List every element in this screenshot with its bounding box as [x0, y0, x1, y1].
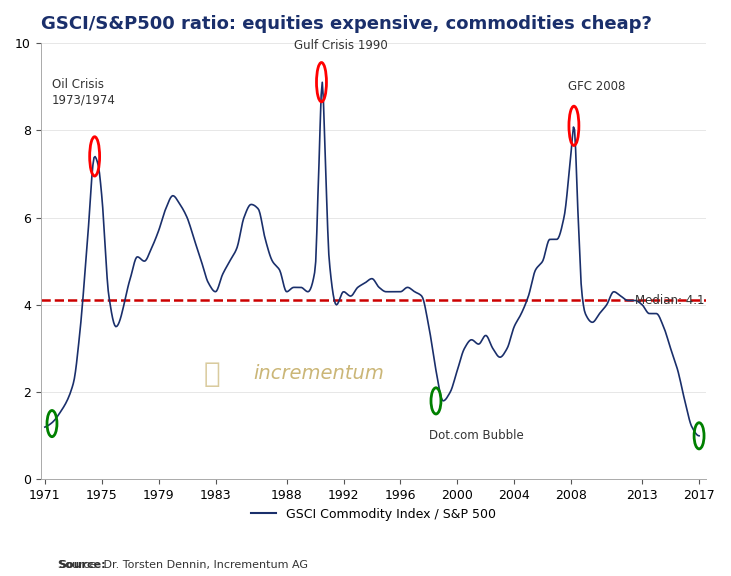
Text: GSCI/S&P500 ratio: equities expensive, commodities cheap?: GSCI/S&P500 ratio: equities expensive, c… [41, 15, 651, 33]
Legend: GSCI Commodity Index / S&P 500: GSCI Commodity Index / S&P 500 [246, 503, 501, 526]
Text: 🌳: 🌳 [204, 360, 220, 388]
Text: Median: 4.1: Median: 4.1 [635, 294, 705, 307]
Text: Source: Dr. Torsten Dennin, Incrementum AG: Source: Dr. Torsten Dennin, Incrementum … [58, 560, 308, 570]
Text: Dot.com Bubble: Dot.com Bubble [429, 429, 523, 442]
Text: Gulf Crisis 1990: Gulf Crisis 1990 [294, 39, 387, 52]
Text: Source:: Source: [58, 560, 106, 570]
Text: GFC 2008: GFC 2008 [568, 80, 626, 93]
Text: Oil Crisis
1973/1974: Oil Crisis 1973/1974 [52, 78, 115, 106]
Text: incrementum: incrementum [254, 365, 385, 384]
